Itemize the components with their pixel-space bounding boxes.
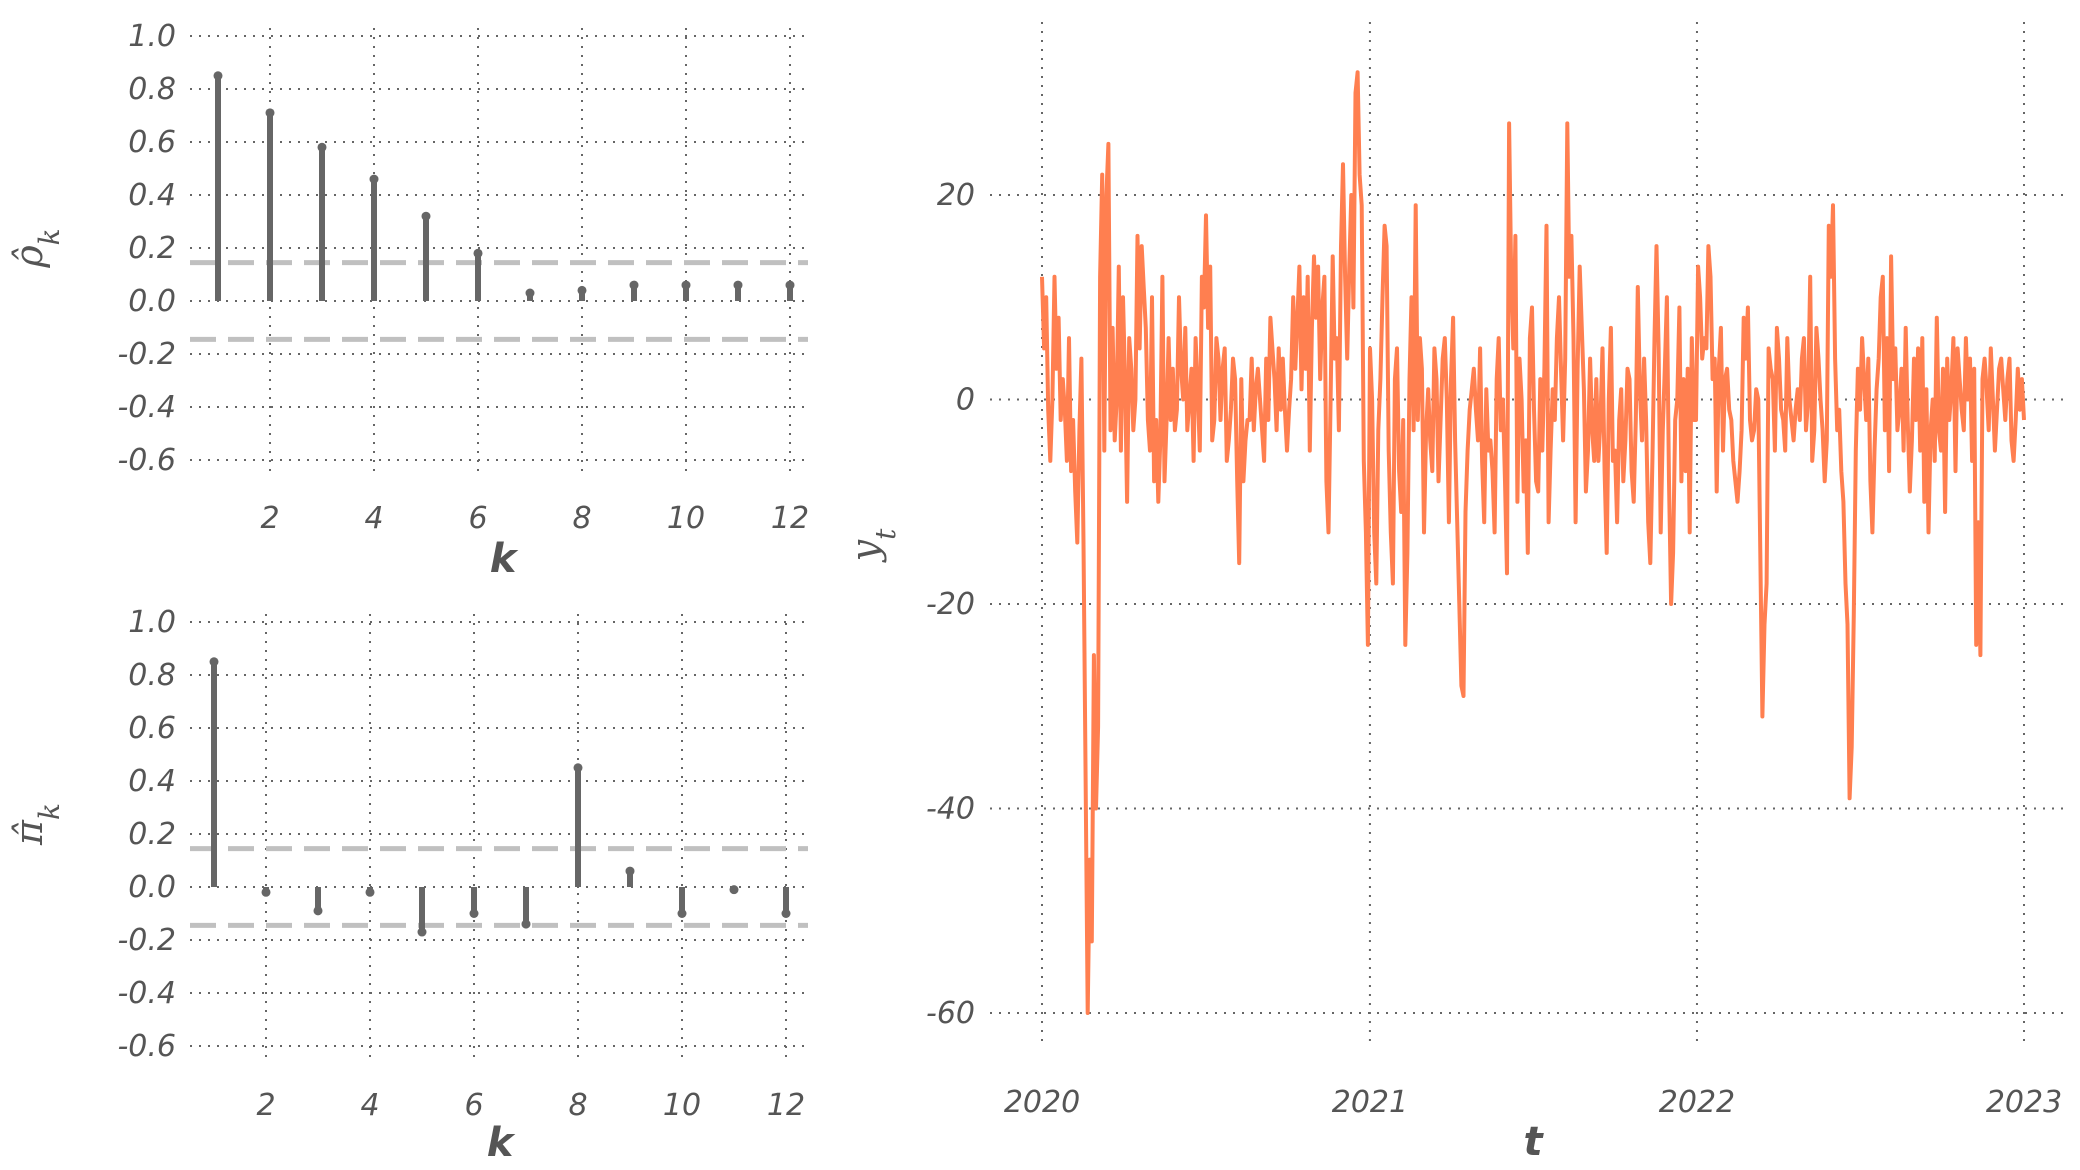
series-line (1040, 70, 2026, 1015)
y-tick-label: 0.0 (128, 284, 176, 319)
stem-marker (677, 909, 687, 918)
y-axis-label-subscript: k (33, 803, 66, 820)
x-tick-label: 4 (364, 501, 383, 536)
stem-marker (781, 909, 791, 918)
stem-marker (785, 280, 795, 290)
y-tick-label: 0.6 (128, 125, 176, 160)
acf-panel: 1.00.80.60.40.20.0-0.2-0.4-0.62 4 6 8 10 12kρ… (7, 19, 809, 582)
y-tick-label: 0.6 (128, 711, 176, 746)
y-tick-label: -60 (926, 996, 975, 1031)
y-tick-label: 1.0 (128, 605, 176, 640)
y-tick-label: -40 (926, 792, 975, 827)
stem-marker (629, 280, 639, 290)
y-tick-label: -0.2 (117, 923, 176, 958)
y-tick-label: 20 (937, 178, 975, 213)
x-tick-label: 2 (256, 1088, 275, 1123)
stem-marker (521, 919, 531, 929)
y-axis-label: ρ̂k (7, 228, 66, 268)
stem-marker (261, 887, 271, 897)
x-tick-label: 12 (767, 1088, 805, 1123)
y-tick-label: -0.4 (117, 390, 176, 425)
y-tick-label: 0.4 (128, 178, 176, 213)
stem-marker (213, 71, 223, 81)
x-tick-label: 6 (468, 501, 487, 536)
x-axis-label: k (490, 536, 519, 582)
y-tick-label: -0.6 (117, 1029, 176, 1064)
x-tick-label: 2022 (1659, 1085, 1735, 1120)
x-tick-label: 10 (663, 1088, 701, 1123)
y-tick-label: 0.2 (128, 817, 176, 852)
x-axis-label: k (487, 1120, 516, 1166)
stem-marker (317, 142, 327, 152)
x-tick-label: 4 (360, 1088, 379, 1123)
y-tick-label: 0 (956, 383, 975, 418)
stem-marker (681, 280, 691, 290)
stem-marker (313, 906, 323, 916)
stem-marker (577, 285, 587, 295)
stem-marker (265, 108, 275, 118)
y-tick-label: -20 (926, 587, 975, 622)
stem-marker (473, 248, 483, 258)
y-tick-label: 1.0 (128, 19, 176, 54)
x-tick-label: 10 (667, 501, 705, 536)
x-tick-label: 8 (572, 501, 591, 536)
x-tick-label: 2020 (1004, 1085, 1080, 1120)
y-tick-label: 0.8 (128, 72, 176, 107)
y-tick-label: 0.2 (128, 231, 176, 266)
x-tick-label: 2 (260, 501, 279, 536)
stem-marker (573, 763, 583, 773)
x-tick-label: 2023 (1986, 1085, 2062, 1120)
x-tick-label: 2021 (1332, 1085, 1408, 1120)
x-tick-label: 6 (464, 1088, 483, 1123)
pacf-panel: 1.00.80.60.40.20.0-0.2-0.4-0.62 4 6 8 10 12kπ… (7, 605, 808, 1166)
stem-marker (469, 909, 479, 918)
stem-marker (625, 866, 635, 876)
y-axis-label-subscript: k (33, 228, 66, 245)
y-tick-label: 0.0 (128, 870, 176, 905)
stem-marker (733, 280, 743, 290)
y-axis-label: π̂k (7, 803, 66, 846)
stem-marker (525, 288, 535, 298)
stem-marker (729, 885, 739, 895)
y-tick-label: 0.4 (128, 764, 176, 799)
x-axis-label: t (1523, 1119, 1544, 1165)
y-tick-label: -0.2 (117, 337, 176, 372)
stem-marker (421, 211, 431, 221)
y-tick-label: -0.4 (117, 976, 176, 1011)
stem-marker (369, 174, 379, 184)
stem-marker (365, 887, 375, 897)
y-tick-label: -0.6 (117, 443, 176, 478)
y-axis-label: yt (843, 528, 902, 563)
stem-marker (209, 657, 219, 667)
stem-marker (417, 927, 427, 937)
y-axis-label-subscript: t (869, 528, 902, 540)
y-tick-label: 0.8 (128, 658, 176, 693)
x-tick-label: 12 (771, 501, 809, 536)
x-tick-label: 8 (568, 1088, 587, 1123)
